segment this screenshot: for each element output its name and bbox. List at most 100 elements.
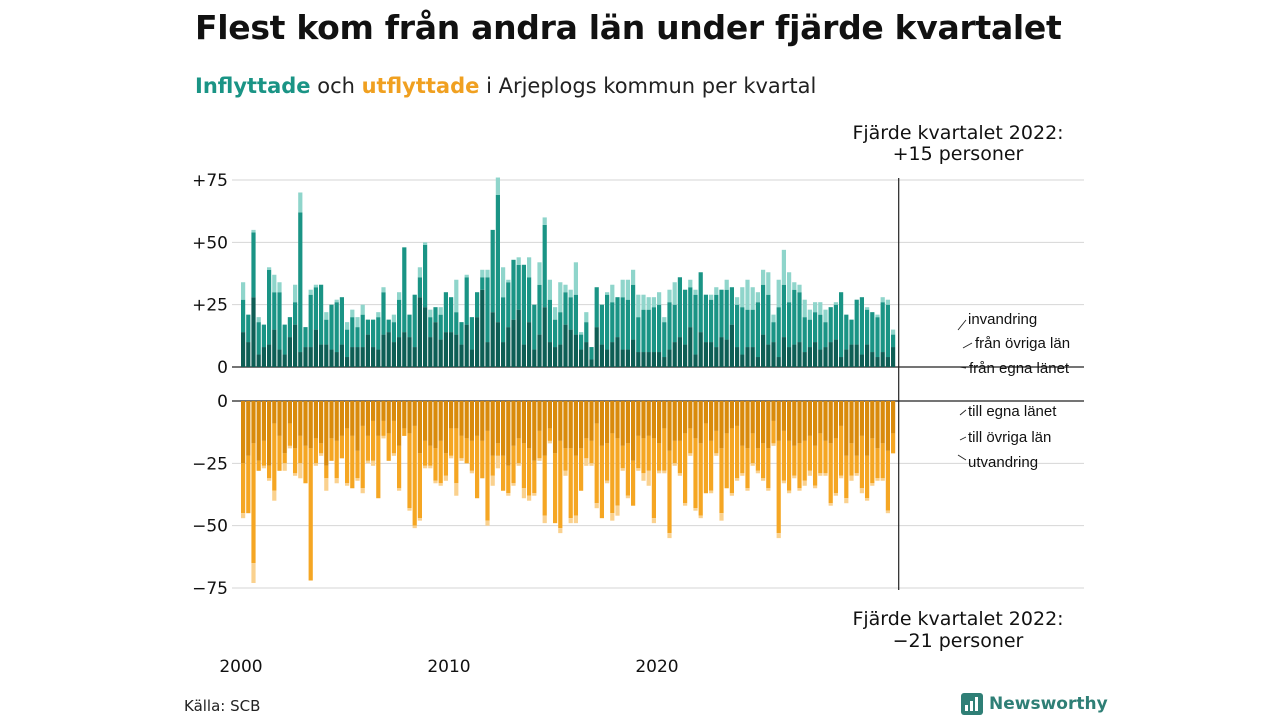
bar-in-1 <box>859 297 864 355</box>
bar-out-0 <box>350 401 355 436</box>
bar-in-0 <box>547 342 552 367</box>
bar-in-1 <box>620 297 625 350</box>
bar-in-2 <box>573 262 578 295</box>
newsworthy-logo[interactable]: Newsworthy <box>961 693 1108 715</box>
bar-out-2 <box>568 518 573 524</box>
bar-in-2 <box>755 292 760 303</box>
bar-in-1 <box>475 292 480 318</box>
bar-in-1 <box>636 317 641 353</box>
bar-out-2 <box>490 475 495 486</box>
bar-out-2 <box>443 475 448 481</box>
bar-in-2 <box>391 314 396 323</box>
bar-in-0 <box>755 357 760 367</box>
bar-out-1 <box>693 438 698 509</box>
bar-out-0 <box>475 401 480 436</box>
bar-in-0 <box>865 344 870 367</box>
bar-in-0 <box>365 334 370 367</box>
bar-in-0 <box>402 332 407 367</box>
bar-in-2 <box>646 297 651 310</box>
bar-out-1 <box>677 440 682 474</box>
bar-in-2 <box>610 284 615 303</box>
bar-out-0 <box>724 401 729 434</box>
bar-in-0 <box>267 344 272 367</box>
bar-in-0 <box>833 339 838 367</box>
label-leader <box>962 342 973 349</box>
bar-out-1 <box>391 420 396 454</box>
bar-in-2 <box>563 284 568 293</box>
bar-out-0 <box>750 401 755 434</box>
bar-in-0 <box>631 339 636 367</box>
bar-in-0 <box>797 342 802 367</box>
bar-in-1 <box>402 247 407 333</box>
bar-out-0 <box>698 401 703 444</box>
bar-in-0 <box>350 347 355 367</box>
bar-in-1 <box>521 264 526 345</box>
bar-out-1 <box>547 428 552 441</box>
bar-in-1 <box>553 319 558 348</box>
bar-out-2 <box>532 493 537 496</box>
bar-out-0 <box>870 401 875 439</box>
bar-out-0 <box>293 401 298 449</box>
bar-in-0 <box>787 347 792 367</box>
bar-out-0 <box>880 401 885 444</box>
bar-out-1 <box>823 440 828 474</box>
bar-out-1 <box>854 455 859 474</box>
bar-out-2 <box>776 533 781 539</box>
bar-in-1 <box>516 264 521 310</box>
bar-in-1 <box>350 317 355 348</box>
bar-in-0 <box>807 347 812 367</box>
bar-in-1 <box>813 312 818 343</box>
bar-in-0 <box>475 317 480 367</box>
bar-in-2 <box>740 287 745 308</box>
bar-in-0 <box>241 332 246 367</box>
bar-in-2 <box>636 294 641 318</box>
bar-out-0 <box>480 401 485 441</box>
bar-out-1 <box>261 440 266 466</box>
bar-out-1 <box>646 435 651 471</box>
bar-out-0 <box>823 401 828 441</box>
bar-in-0 <box>880 352 885 367</box>
bar-out-0 <box>501 401 506 456</box>
bar-in-0 <box>433 322 438 367</box>
bar-out-0 <box>703 401 708 424</box>
bar-out-1 <box>729 428 734 494</box>
bar-in-1 <box>740 307 745 355</box>
bar-out-0 <box>683 401 688 434</box>
bar-out-1 <box>891 433 896 454</box>
subtitle-rest: i Arjeplogs kommun per kvartal <box>479 74 817 98</box>
bar-in-0 <box>527 322 532 367</box>
label-leader <box>959 436 967 441</box>
bar-in-0 <box>516 309 521 367</box>
x-tick-label: 2000 <box>219 657 262 677</box>
bar-out-0 <box>282 401 287 454</box>
bar-out-2 <box>651 518 656 524</box>
bar-in-1 <box>313 287 318 330</box>
bar-in-1 <box>818 314 823 350</box>
bar-out-0 <box>433 401 438 449</box>
bar-in-0 <box>542 307 547 367</box>
bar-out-1 <box>740 445 745 474</box>
bar-in-2 <box>438 307 443 315</box>
bar-out-1 <box>469 440 474 471</box>
bar-in-0 <box>407 337 412 367</box>
bar-in-0 <box>651 352 656 367</box>
bar-in-0 <box>412 347 417 367</box>
bar-out-2 <box>495 455 500 469</box>
bar-in-0 <box>677 337 682 367</box>
bar-in-1 <box>599 304 604 345</box>
bar-out-1 <box>537 430 542 459</box>
bar-out-0 <box>521 401 526 444</box>
bar-in-2 <box>345 322 350 330</box>
bar-in-1 <box>833 304 838 340</box>
bar-out-0 <box>308 401 313 449</box>
bar-in-1 <box>844 314 849 350</box>
bar-out-0 <box>563 401 568 449</box>
bar-out-0 <box>755 401 760 449</box>
bar-out-2 <box>755 470 760 474</box>
series-label-in: från övriga län <box>975 335 1070 352</box>
bar-out-1 <box>397 445 402 489</box>
bar-out-2 <box>511 483 516 486</box>
annotation-top-line2: +15 personer <box>893 143 1024 165</box>
bar-in-0 <box>568 329 573 367</box>
bar-in-2 <box>267 267 272 270</box>
